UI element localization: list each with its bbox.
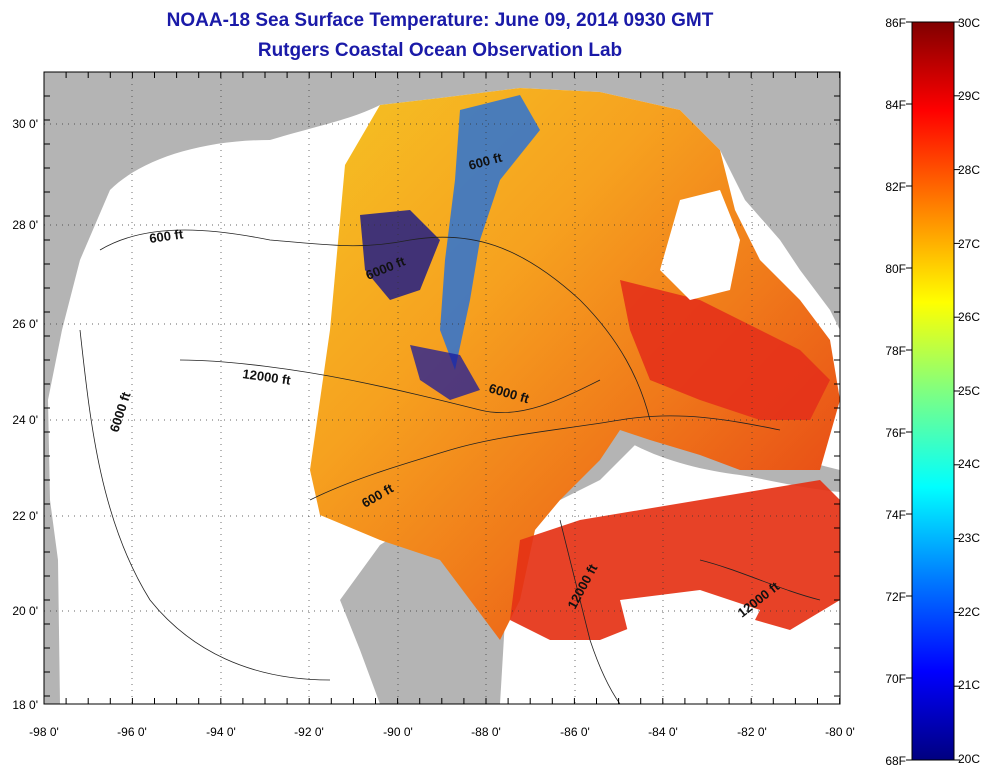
- colorbar-c-label: 27C: [958, 237, 980, 251]
- axis-ticks: [43, 71, 841, 704]
- sst-south-patch: [510, 480, 840, 640]
- colorbar-f-label: 78F: [885, 344, 906, 358]
- longitude-axis: -98 0' -96 0' -94 0' -92 0' -90 0' -88 0…: [29, 725, 855, 739]
- colorbar-c-label: 29C: [958, 89, 980, 103]
- colorbar-f-label: 76F: [885, 426, 906, 440]
- map-subtitle: Rutgers Coastal Ocean Observation Lab: [257, 40, 623, 61]
- colorbar-f-label: 74F: [885, 508, 906, 522]
- colorbar-c-label: 30C: [958, 16, 980, 30]
- lon-label: -90 0': [383, 725, 413, 739]
- colorbar-f-label: 86F: [885, 16, 906, 30]
- latitude-axis: 30 0' 28 0' 26 0' 24 0' 22 0' 20 0' 18 0…: [12, 117, 38, 712]
- colorbar-ticks: [906, 21, 960, 761]
- colorbar-c-label: 21C: [958, 678, 980, 692]
- lon-label: -98 0': [29, 725, 59, 739]
- lat-label: 30 0': [12, 117, 38, 131]
- sst-cold-patch-2: [410, 345, 480, 400]
- florida-land: [720, 72, 840, 320]
- lat-label: 28 0': [12, 218, 38, 232]
- sst-east-patch: [620, 280, 830, 420]
- colorbar-f-label: 68F: [885, 754, 906, 768]
- map-title: NOAA-18 Sea Surface Temperature: June 09…: [166, 10, 714, 31]
- lon-label: -82 0': [737, 725, 767, 739]
- colorbar-f-label: 72F: [885, 590, 906, 604]
- sst-cold-patch: [360, 210, 440, 300]
- bathymetry-contours: [79, 229, 821, 704]
- lon-label: -86 0': [560, 725, 590, 739]
- cloud-south: [620, 590, 760, 660]
- colorbar-c-label: 22C: [958, 605, 980, 619]
- colorbar-celsius: 30C 29C 28C 27C 26C 25C 24C 23C 22C 21C …: [958, 16, 980, 766]
- lon-label: -88 0': [471, 725, 501, 739]
- lon-label: -94 0': [206, 725, 236, 739]
- contour-label: 12000 ft: [242, 366, 293, 388]
- lat-label: 18 0': [12, 698, 38, 712]
- colorbar-f-label: 70F: [885, 672, 906, 686]
- colorbar-c-label: 26C: [958, 310, 980, 324]
- colorbar-f-label: 84F: [885, 98, 906, 112]
- contour-label: 600 ft: [148, 226, 184, 246]
- colorbar-c-label: 28C: [958, 163, 980, 177]
- lon-label: -96 0': [117, 725, 147, 739]
- lat-label: 24 0': [12, 413, 38, 427]
- lat-label: 20 0': [12, 604, 38, 618]
- colorbar-f-label: 82F: [885, 180, 906, 194]
- cloud-east: [660, 190, 740, 300]
- graticule: [44, 72, 840, 704]
- colorbar-c-label: 25C: [958, 384, 980, 398]
- colorbar-f-label: 80F: [885, 262, 906, 276]
- temperature-colorbar: [911, 21, 955, 761]
- lon-label: -84 0': [648, 725, 678, 739]
- colorbar-fahrenheit: 86F 84F 82F 80F 78F 76F 74F 72F 70F 68F: [885, 16, 906, 768]
- lat-label: 22 0': [12, 509, 38, 523]
- lon-label: -92 0': [294, 725, 324, 739]
- colorbar-c-label: 20C: [958, 752, 980, 766]
- sst-cold-streak: [440, 95, 540, 370]
- colorbar-c-label: 24C: [958, 457, 980, 471]
- colorbar-c-label: 23C: [958, 531, 980, 545]
- lat-label: 26 0': [12, 317, 38, 331]
- lon-label: -80 0': [825, 725, 855, 739]
